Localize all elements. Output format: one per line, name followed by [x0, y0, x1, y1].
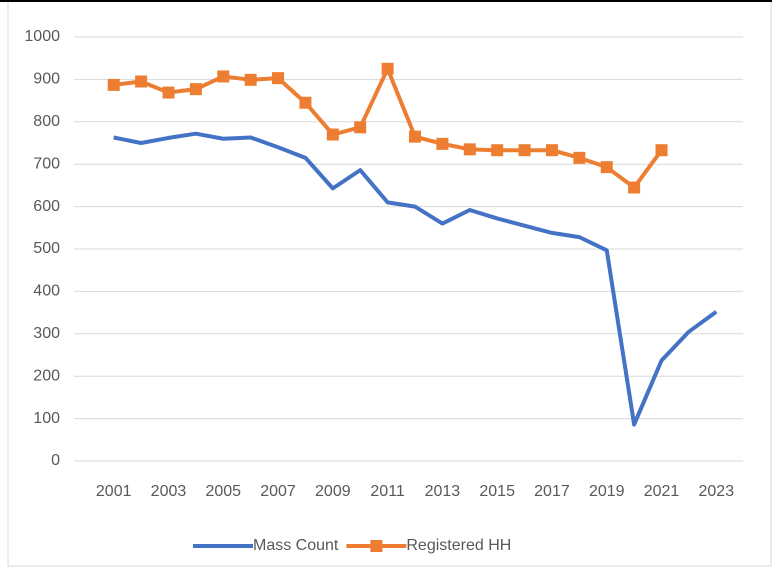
x-tick-label: 2023 — [699, 483, 735, 500]
marker — [135, 75, 148, 88]
x-tick-label: 2007 — [260, 483, 296, 500]
marker — [436, 137, 449, 150]
y-tick-label: 0 — [51, 452, 60, 469]
marker — [655, 144, 668, 157]
marker — [518, 144, 531, 157]
legend-label: Mass Count — [253, 537, 339, 554]
marker — [491, 144, 504, 157]
y-tick-label: 400 — [33, 283, 60, 300]
series-line — [113, 131, 718, 427]
x-tick-label: 2021 — [644, 483, 680, 500]
y-tick-label: 600 — [33, 198, 60, 215]
x-tick-label: 2013 — [425, 483, 461, 500]
marker — [272, 72, 285, 85]
y-tick-label: 200 — [33, 367, 60, 384]
marker — [189, 83, 202, 96]
y-tick-label: 500 — [33, 240, 60, 257]
legend-marker — [370, 540, 383, 552]
x-tick-label: 2001 — [96, 483, 132, 500]
marker — [326, 128, 339, 141]
marker — [628, 181, 641, 194]
x-tick-label: 2015 — [479, 483, 515, 500]
x-tick-label: 2003 — [151, 483, 187, 500]
marker — [162, 86, 175, 99]
marker — [463, 143, 476, 156]
x-tick-label: 2009 — [315, 483, 351, 500]
marker — [299, 96, 312, 109]
x-tick-label: 2005 — [205, 483, 241, 500]
marker — [107, 78, 120, 91]
y-tick-label: 100 — [33, 410, 60, 427]
y-tick-label: 900 — [33, 71, 60, 88]
y-tick-label: 700 — [33, 155, 60, 172]
marker — [545, 144, 558, 157]
marker — [573, 151, 586, 164]
x-tick-label: 2019 — [589, 483, 625, 500]
marker — [244, 73, 257, 86]
x-tick-label: 2017 — [534, 483, 570, 500]
marker — [600, 161, 613, 174]
x-tick-label: 2011 — [370, 483, 405, 500]
marker — [381, 62, 394, 75]
legend-label: Registered HH — [406, 537, 511, 554]
y-tick-label: 800 — [33, 113, 60, 130]
chart-frame — [7, 0, 772, 567]
marker — [217, 70, 230, 83]
marker — [354, 121, 367, 134]
y-tick-label: 1000 — [24, 28, 60, 45]
marker — [409, 130, 421, 143]
y-tick-label: 300 — [33, 325, 60, 342]
